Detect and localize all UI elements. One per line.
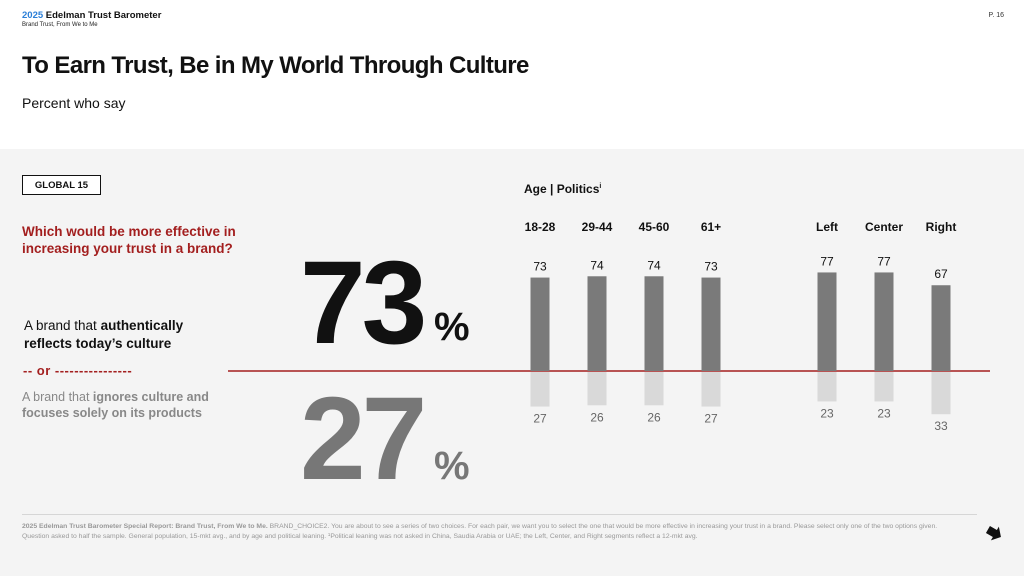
footnote: 2025 Edelman Trust Barometer Special Rep… — [22, 522, 962, 542]
bar-bottom-29-44 — [587, 372, 607, 406]
data-label-bottom-Center: 23 — [877, 406, 891, 420]
option-2-bold: ignores culture and focuses solely on it… — [22, 390, 209, 420]
bar-bottom-18-28 — [530, 372, 550, 407]
option-1-pre: A brand that — [24, 318, 101, 333]
chart-title-footnote-mark: i — [599, 183, 602, 190]
bar-top-61+ — [701, 277, 721, 371]
big-value-bottom-unit: % — [434, 444, 470, 488]
data-label-top-18-28: 73 — [533, 260, 547, 274]
data-label-top-Right: 67 — [934, 267, 948, 281]
page-title: To Earn Trust, Be in My World Through Cu… — [22, 52, 529, 79]
big-value-bottom: 27 — [300, 373, 427, 505]
option-2-label: A brand that ignores culture and focuses… — [22, 389, 242, 421]
big-value-top: 73 — [300, 237, 427, 369]
data-label-top-61+: 73 — [704, 260, 718, 274]
data-label-bottom-29-44: 26 — [590, 410, 604, 424]
footnote-divider — [22, 514, 977, 515]
data-label-top-Center: 77 — [877, 254, 891, 268]
category-label-29-44: 29-44 — [582, 220, 613, 234]
chart-title-text: Age | Politics — [524, 182, 600, 196]
brand-logo: 2025 Edelman Trust Barometer — [22, 11, 161, 21]
content-panel — [0, 149, 1024, 576]
data-label-bottom-45-60: 26 — [647, 410, 661, 424]
bar-top-29-44 — [587, 276, 607, 371]
page-number: P. 16 — [988, 12, 1004, 19]
category-label-45-60: 45-60 — [639, 220, 670, 234]
global-tag: GLOBAL 15 — [22, 175, 101, 195]
category-label-Center: Center — [865, 220, 903, 234]
big-value-top-unit: % — [434, 305, 470, 349]
option-2-pre: A brand that — [22, 390, 93, 404]
brand-year: 2025 — [22, 10, 44, 21]
data-label-bottom-Right: 33 — [934, 419, 948, 433]
question-text: Which would be more effective in increas… — [22, 224, 236, 256]
bar-top-Right — [931, 285, 951, 371]
data-label-top-45-60: 74 — [647, 258, 661, 272]
arrow-down-right-icon[interactable] — [985, 524, 1003, 542]
data-label-top-Left: 77 — [820, 254, 834, 268]
or-divider-label: -- or ---------------- — [23, 363, 133, 378]
brand-name: Edelman Trust Barometer — [45, 10, 162, 21]
bar-bottom-Center — [874, 372, 894, 402]
bar-bottom-45-60 — [644, 372, 664, 406]
bar-top-18-28 — [530, 277, 550, 371]
footnote-bold: 2025 Edelman Trust Barometer Special Rep… — [22, 523, 268, 530]
chart-title: Age | Politicsi — [524, 182, 601, 196]
footnote-text: BRAND_CHOICE2. You are about to see a se… — [22, 523, 938, 540]
brand-subtitle: Brand Trust, From We to Me — [22, 22, 98, 28]
category-label-18-28: 18-28 — [525, 220, 556, 234]
data-label-bottom-61+: 27 — [704, 412, 718, 426]
category-label-Left: Left — [816, 220, 838, 234]
data-label-top-29-44: 74 — [590, 258, 604, 272]
bar-bottom-Left — [817, 372, 837, 402]
option-1-label: A brand that authentically reflects toda… — [24, 317, 224, 353]
category-label-61+: 61+ — [701, 220, 721, 234]
page-subtitle: Percent who say — [22, 95, 126, 111]
bar-top-Center — [874, 272, 894, 371]
category-label-Right: Right — [926, 220, 957, 234]
bar-bottom-61+ — [701, 372, 721, 407]
bar-bottom-Right — [931, 372, 951, 415]
option-1-bold: authentically reflects today’s culture — [24, 318, 184, 351]
data-label-bottom-Left: 23 — [820, 406, 834, 420]
data-label-bottom-18-28: 27 — [533, 412, 547, 426]
bar-top-Left — [817, 272, 837, 371]
bar-top-45-60 — [644, 276, 664, 371]
